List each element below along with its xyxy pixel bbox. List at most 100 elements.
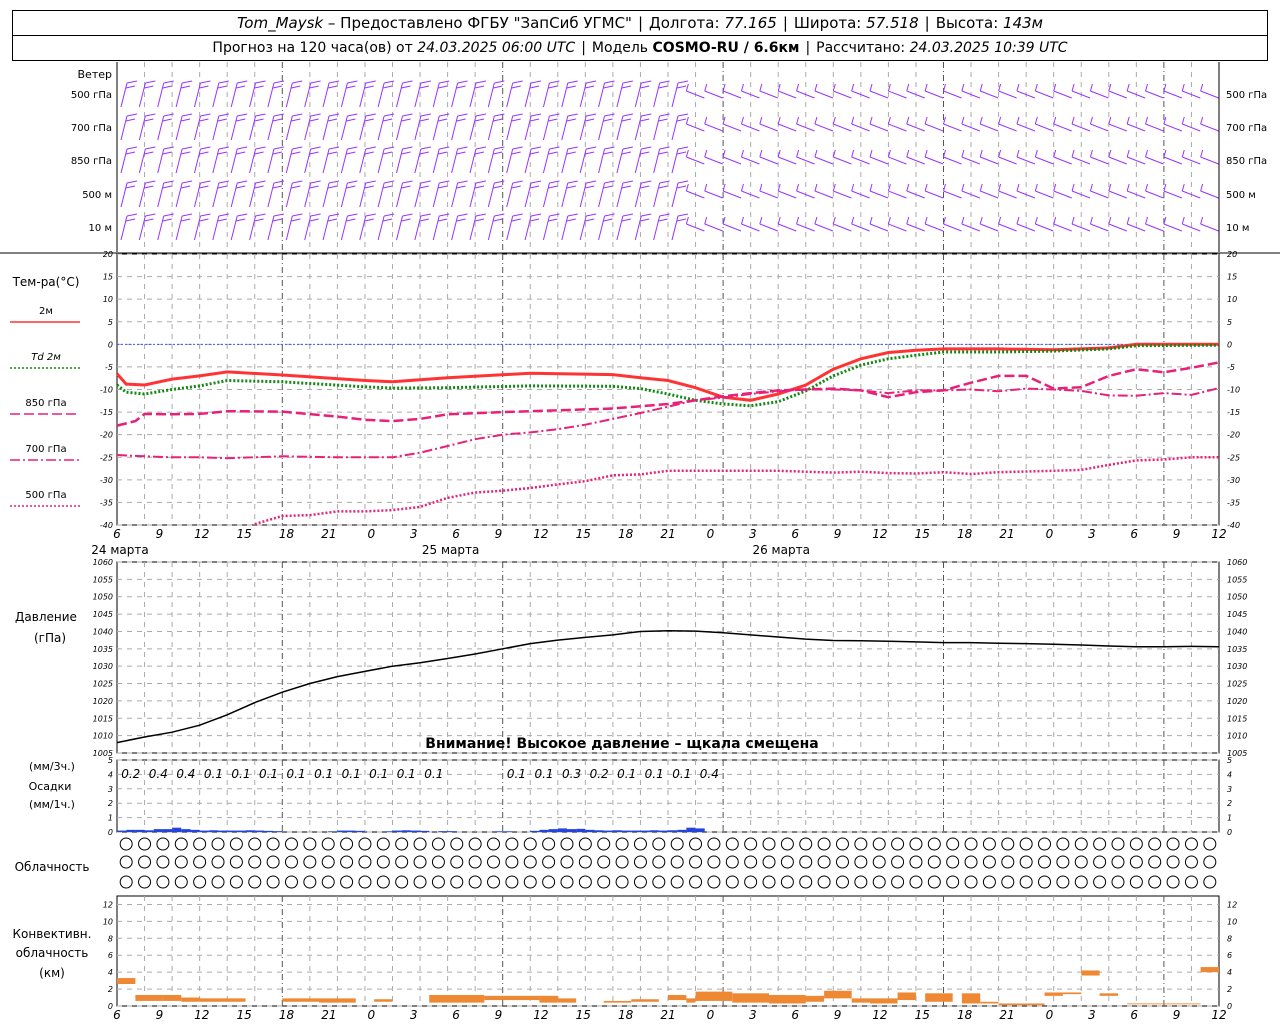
barb-staff	[598, 115, 606, 141]
precip-bar	[530, 830, 540, 832]
convective-bar	[557, 998, 577, 1003]
cloud-symbol	[1166, 875, 1180, 889]
x-tick-label: 9	[156, 1008, 164, 1022]
barb-flag	[474, 85, 485, 89]
cloud-symbol	[248, 855, 262, 869]
wind-barb	[598, 113, 615, 141]
x-tick-label: 9	[834, 1008, 842, 1022]
barb-staff	[704, 123, 723, 132]
barb-staff	[686, 123, 705, 132]
barb-flag	[998, 116, 1002, 125]
barb-flag	[1071, 183, 1075, 192]
barb-flag	[832, 183, 836, 192]
barb-flag	[1108, 183, 1112, 192]
wind-barb	[740, 183, 760, 199]
barb-flag	[512, 80, 523, 84]
cloud-symbol	[615, 837, 629, 851]
wind-barb	[1181, 149, 1201, 165]
barb-staff	[340, 215, 348, 241]
cloud-symbol	[303, 855, 317, 869]
cloud-symbol	[762, 837, 776, 851]
barb-flag	[1200, 149, 1204, 158]
barb-flag	[199, 85, 209, 89]
wind-barb	[249, 213, 266, 241]
x-tick-label: 18	[618, 527, 634, 541]
wind-barb	[887, 83, 907, 99]
barb-flag	[586, 80, 597, 84]
wind-barb	[432, 180, 450, 208]
wind-barb	[1089, 116, 1109, 132]
barb-flag	[327, 151, 338, 155]
barb-flag	[998, 183, 1002, 192]
barb-staff	[1200, 223, 1219, 232]
barb-staff	[561, 182, 569, 208]
wind-barb	[469, 146, 487, 174]
barb-staff	[579, 115, 587, 141]
barb-staff	[120, 215, 128, 241]
wind-barb	[1200, 83, 1219, 99]
barb-staff	[998, 156, 1017, 165]
barb-staff	[157, 215, 165, 241]
barb-staff	[1108, 190, 1127, 199]
wind-barb	[138, 113, 156, 141]
x-tick-label: 12	[872, 527, 887, 541]
barb-flag	[309, 85, 319, 89]
cloud-symbol	[927, 837, 941, 851]
barb-flag	[1053, 116, 1057, 125]
wind-barb	[979, 149, 999, 165]
wind-barb	[487, 213, 505, 241]
wind-barb	[924, 183, 944, 199]
wind-barb	[506, 213, 523, 241]
wind-barb	[157, 113, 174, 141]
barb-flag	[887, 149, 891, 158]
barb-staff	[138, 215, 146, 241]
barb-staff	[524, 82, 532, 108]
wind-barb	[740, 116, 760, 132]
barb-flag	[1145, 83, 1149, 92]
wind-panel-title: Ветер	[78, 68, 112, 81]
barb-staff	[1016, 223, 1036, 232]
x-tick-label: 6	[452, 527, 460, 541]
x-tick-label: 9	[1173, 1008, 1181, 1022]
barb-staff	[230, 182, 238, 208]
barb-flag	[310, 146, 321, 150]
barb-flag	[567, 146, 578, 150]
barb-flag	[144, 185, 154, 189]
temp-y-tick-left: -20	[100, 431, 113, 440]
barb-flag	[180, 85, 191, 89]
x-tick-label: 9	[156, 527, 164, 541]
barb-staff	[138, 115, 146, 141]
barb-flag	[163, 113, 174, 117]
wind-barb	[487, 113, 505, 141]
barb-flag	[237, 80, 248, 84]
barb-flag	[1163, 149, 1167, 158]
barb-flag	[438, 151, 448, 155]
barb-flag	[549, 113, 560, 117]
cloud-symbol	[1074, 837, 1088, 851]
cloud-symbol	[1001, 837, 1015, 851]
convective-y-tick-right: 4	[1227, 968, 1232, 977]
longitude-value: 77.165	[724, 14, 777, 32]
barb-staff	[487, 115, 495, 141]
barb-staff	[249, 115, 257, 141]
cloud-symbol	[1129, 875, 1143, 889]
precip-bar	[392, 830, 402, 832]
wind-barb	[120, 213, 138, 241]
barb-staff	[759, 223, 779, 232]
wind-barb	[653, 113, 670, 141]
x-tick-label: 12	[533, 527, 548, 541]
longitude-label: Долгота:	[649, 14, 720, 32]
barb-staff	[759, 90, 779, 99]
precip-y-tick-right: 1	[1227, 814, 1232, 823]
barb-staff	[414, 82, 422, 108]
convective-bar	[1081, 970, 1100, 976]
barb-staff	[759, 156, 779, 165]
barb-flag	[475, 146, 487, 150]
convective-title-2: облачность	[16, 946, 89, 960]
pressure-y-tick-right: 1040	[1227, 627, 1247, 636]
wind-barb	[1053, 116, 1072, 132]
barb-flag	[640, 85, 650, 89]
barb-flag	[1200, 83, 1204, 92]
barb-flag	[365, 213, 376, 217]
wind-barb	[814, 149, 834, 165]
